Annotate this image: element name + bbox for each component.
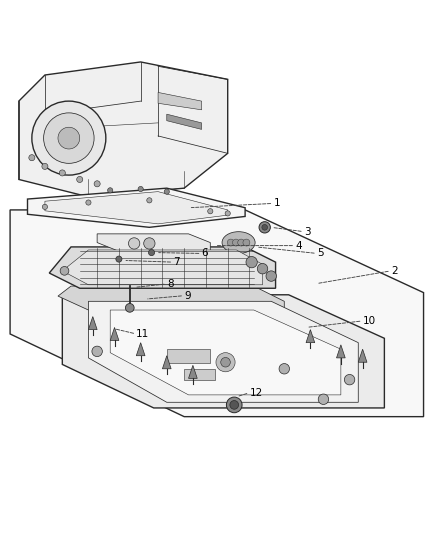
Circle shape bbox=[128, 238, 140, 249]
Polygon shape bbox=[162, 356, 171, 369]
Circle shape bbox=[144, 238, 155, 249]
Circle shape bbox=[257, 263, 268, 274]
Polygon shape bbox=[62, 295, 385, 408]
Circle shape bbox=[148, 249, 155, 256]
Ellipse shape bbox=[222, 232, 255, 254]
Polygon shape bbox=[97, 234, 210, 251]
Circle shape bbox=[246, 256, 257, 268]
Polygon shape bbox=[88, 301, 358, 402]
Polygon shape bbox=[167, 114, 201, 130]
Polygon shape bbox=[45, 192, 228, 224]
Circle shape bbox=[125, 303, 134, 312]
Text: 7: 7 bbox=[173, 257, 180, 267]
Polygon shape bbox=[110, 310, 341, 395]
Polygon shape bbox=[88, 317, 97, 329]
Circle shape bbox=[164, 189, 170, 194]
Polygon shape bbox=[10, 210, 424, 417]
Circle shape bbox=[227, 239, 234, 246]
Circle shape bbox=[147, 198, 152, 203]
Polygon shape bbox=[49, 247, 276, 288]
Circle shape bbox=[42, 163, 48, 169]
Circle shape bbox=[221, 358, 230, 367]
Circle shape bbox=[262, 224, 268, 230]
Polygon shape bbox=[110, 327, 119, 341]
Circle shape bbox=[29, 155, 35, 161]
Circle shape bbox=[44, 113, 94, 163]
Circle shape bbox=[94, 181, 100, 187]
Circle shape bbox=[42, 204, 47, 209]
Circle shape bbox=[225, 211, 230, 216]
Polygon shape bbox=[62, 250, 262, 285]
Polygon shape bbox=[28, 188, 245, 228]
Circle shape bbox=[108, 188, 113, 193]
Polygon shape bbox=[158, 92, 201, 110]
Circle shape bbox=[259, 222, 270, 233]
Text: 11: 11 bbox=[136, 329, 149, 339]
Circle shape bbox=[243, 239, 250, 246]
Circle shape bbox=[59, 170, 65, 176]
Circle shape bbox=[230, 400, 239, 409]
Text: 10: 10 bbox=[363, 316, 376, 326]
Text: 5: 5 bbox=[317, 248, 324, 259]
Circle shape bbox=[60, 266, 69, 275]
Circle shape bbox=[216, 353, 235, 372]
Circle shape bbox=[208, 208, 213, 214]
Polygon shape bbox=[336, 345, 345, 358]
Circle shape bbox=[233, 239, 240, 246]
Text: 2: 2 bbox=[391, 266, 398, 276]
Circle shape bbox=[238, 239, 245, 246]
Text: 4: 4 bbox=[295, 240, 302, 251]
Circle shape bbox=[86, 200, 91, 205]
Polygon shape bbox=[358, 349, 367, 362]
Text: 3: 3 bbox=[304, 227, 311, 237]
Circle shape bbox=[226, 397, 242, 413]
Polygon shape bbox=[306, 329, 315, 343]
Text: 8: 8 bbox=[167, 279, 173, 289]
Polygon shape bbox=[58, 286, 284, 310]
Text: 1: 1 bbox=[273, 198, 280, 208]
Circle shape bbox=[116, 256, 122, 262]
Polygon shape bbox=[136, 343, 145, 356]
Polygon shape bbox=[167, 349, 210, 363]
Circle shape bbox=[344, 375, 355, 385]
Text: 9: 9 bbox=[184, 290, 191, 301]
Circle shape bbox=[92, 346, 102, 357]
Circle shape bbox=[58, 127, 80, 149]
Circle shape bbox=[279, 364, 290, 374]
Polygon shape bbox=[184, 369, 215, 379]
Text: 6: 6 bbox=[201, 248, 208, 259]
Circle shape bbox=[318, 394, 328, 405]
Circle shape bbox=[77, 176, 83, 182]
Circle shape bbox=[266, 271, 276, 281]
Polygon shape bbox=[188, 365, 197, 378]
Text: 12: 12 bbox=[250, 387, 263, 398]
Circle shape bbox=[32, 101, 106, 175]
Circle shape bbox=[138, 187, 143, 192]
Polygon shape bbox=[19, 62, 228, 197]
